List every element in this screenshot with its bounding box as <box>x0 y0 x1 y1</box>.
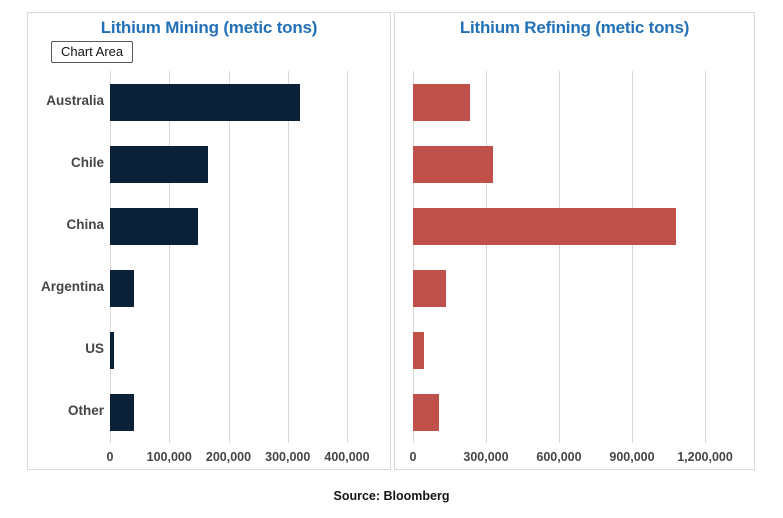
bar-other[interactable] <box>413 393 439 431</box>
x-tick-label: 0 <box>106 450 114 464</box>
bar-chile[interactable] <box>110 145 208 183</box>
gridline <box>228 71 230 443</box>
bar-china[interactable] <box>413 207 676 245</box>
gridline <box>347 71 348 443</box>
gridline <box>413 71 414 443</box>
refining-plot-area[interactable]: 0 300,000 600,000 900,000 1,200,000 <box>395 13 754 469</box>
category-label: US <box>85 341 104 356</box>
chart-area-tooltip: Chart Area <box>51 41 134 63</box>
bar-australia[interactable] <box>110 83 300 121</box>
gridline <box>632 71 633 443</box>
x-tick-label: 0 <box>409 450 417 464</box>
x-tick-label: 1,200,000 <box>677 450 733 464</box>
bar-argentina[interactable] <box>413 269 446 307</box>
bar-other[interactable] <box>110 393 134 431</box>
x-tick-label: 400,000 <box>324 450 370 464</box>
refining-chart-title: Lithium Refining (metic tons) <box>459 18 690 37</box>
x-tick-label: 300,000 <box>463 450 509 464</box>
gridline <box>110 71 111 443</box>
category-label: Argentina <box>40 279 104 294</box>
chart-area-tooltip-label: Chart Area <box>61 44 124 59</box>
bar-argentina[interactable] <box>110 269 134 307</box>
bar-us[interactable] <box>413 331 424 369</box>
source-caption: Source: Bloomberg <box>333 489 450 503</box>
bar-chile[interactable] <box>413 145 494 183</box>
category-label: Australia <box>46 93 104 108</box>
mining-chart-title: Lithium Mining (metic tons) <box>100 18 318 37</box>
bar-australia[interactable] <box>413 83 471 121</box>
mining-chart-panel[interactable]: Lithium Mining (metic tons) Chart Area 0… <box>27 12 391 470</box>
gridline <box>559 71 560 443</box>
x-tick-label: 300,000 <box>265 450 311 464</box>
refining-chart-panel[interactable]: Lithium Refining (metic tons) 0 300,000 60… <box>394 12 755 470</box>
gridline <box>486 71 487 443</box>
mining-plot-area[interactable]: 0 100,000 200,000 300,000 400,000 Australia Ch… <box>28 13 390 469</box>
gridline <box>287 71 289 443</box>
x-tick-label: 900,000 <box>609 450 655 464</box>
x-tick-label: 100,000 <box>146 450 192 464</box>
x-tick-label: 200,000 <box>205 450 252 464</box>
category-label: China <box>66 217 104 232</box>
category-label: Other <box>67 403 104 418</box>
gridline <box>705 71 706 443</box>
category-label: Chile <box>70 155 104 170</box>
bar-china[interactable] <box>110 207 198 245</box>
bar-us[interactable] <box>110 331 114 369</box>
x-tick-label: 600,000 <box>536 450 582 464</box>
gridline <box>169 71 171 443</box>
